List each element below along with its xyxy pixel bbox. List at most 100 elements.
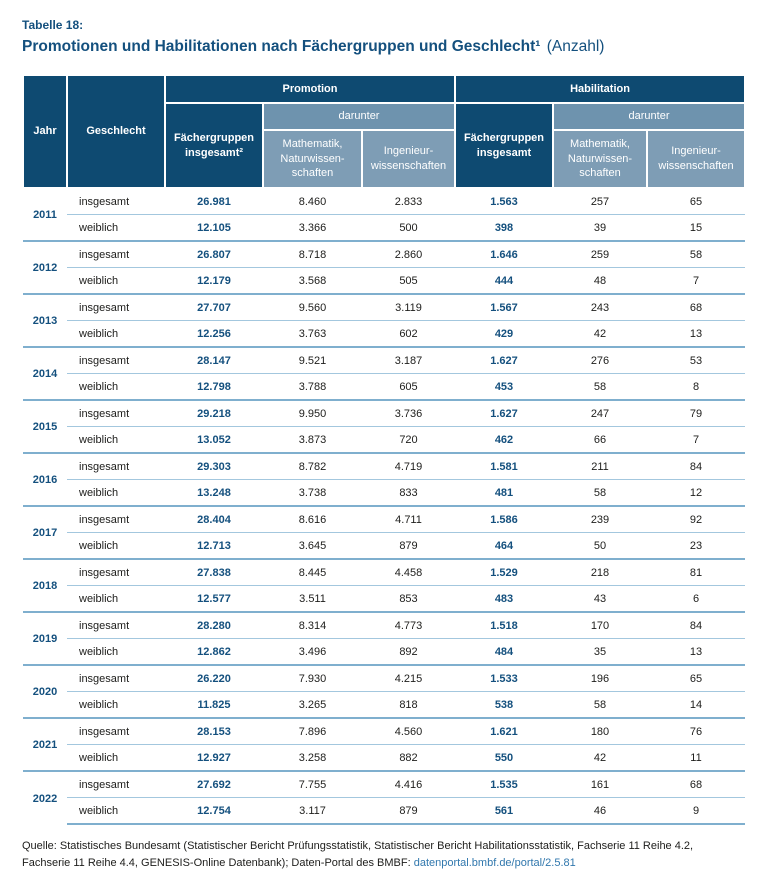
value-cell: 13 xyxy=(647,320,746,347)
table-row-2013-weiblich: weiblich 12.256 3.763 602 429 42 13 xyxy=(23,320,746,347)
value-cell: 26.220 xyxy=(165,664,263,692)
value-cell: 11.825 xyxy=(165,691,263,718)
geschlecht-cell: weiblich xyxy=(67,214,165,241)
value-cell: 3.645 xyxy=(263,532,362,559)
value-cell: 35 xyxy=(553,638,647,665)
value-cell: 1.529 xyxy=(455,558,553,586)
value-cell: 26.981 xyxy=(197,196,231,208)
value-cell: 8.782 xyxy=(263,452,362,480)
value-cell: 2.860 xyxy=(362,240,455,268)
geschlecht-cell: weiblich xyxy=(67,426,165,453)
col-header-promotion-darunter: darunter xyxy=(262,102,456,131)
value-cell: 11 xyxy=(647,744,746,771)
value-cell: 180 xyxy=(553,717,647,745)
geschlecht-cell: weiblich xyxy=(67,479,165,506)
value-cell: 8.314 xyxy=(263,611,362,639)
year-cell: 2018 xyxy=(23,558,67,612)
value-cell: 483 xyxy=(455,585,553,612)
col-header-promotion: Promotion xyxy=(164,74,456,104)
year-cell: 2013 xyxy=(23,293,67,347)
source-link[interactable]: datenportal.bmbf.de/portal/2.5.81 xyxy=(413,857,576,870)
table-row-2021-insgesamt: 2021 insgesamt 28.153 7.896 4.560 1.621 180 76 xyxy=(23,717,746,771)
value-cell: 4.719 xyxy=(362,452,455,480)
geschlecht-cell: insgesamt xyxy=(67,452,165,480)
table-row-2014-weiblich: weiblich 12.798 3.788 605 453 58 8 xyxy=(23,373,746,400)
col-header-habilitation-math-natsci: Mathematik, Naturwissen- schaften xyxy=(552,129,648,189)
value-cell: 23 xyxy=(647,532,746,559)
value-cell: 561 xyxy=(455,797,553,825)
table-row-2015-insgesamt: 2015 insgesamt 29.218 9.950 3.736 1.627 247 79 xyxy=(23,399,746,453)
value-cell: 3.568 xyxy=(263,267,362,294)
value-cell: 4.773 xyxy=(362,611,455,639)
col-header-habilitation-total: Fächergruppen insgesamt xyxy=(454,102,554,189)
value-cell: 13.052 xyxy=(165,426,263,453)
value-cell: 4.215 xyxy=(362,664,455,692)
value-cell: 3.265 xyxy=(263,691,362,718)
value-cell: 7.896 xyxy=(263,717,362,745)
value-cell: 161 xyxy=(553,770,647,798)
value-cell: 65 xyxy=(689,196,703,208)
table-row-2014-insgesamt: 2014 insgesamt 28.147 9.521 3.187 1.627 276 53 xyxy=(23,346,746,400)
value-cell: 3.763 xyxy=(263,320,362,347)
geschlecht-cell: insgesamt xyxy=(67,505,165,533)
value-cell: 8.445 xyxy=(263,558,362,586)
year-cell: 2021 xyxy=(23,717,67,771)
value-cell: 29.303 xyxy=(165,452,263,480)
geschlecht-cell: insgesamt xyxy=(67,293,165,321)
value-cell: 462 xyxy=(455,426,553,453)
value-cell: 79 xyxy=(647,399,746,427)
col-header-habilitation-engineering: Ingenieur- wissenschaften xyxy=(645,129,747,189)
col-header-jahr: Jahr xyxy=(22,74,68,189)
value-cell: 68 xyxy=(647,770,746,798)
value-cell: 3.187 xyxy=(362,346,455,374)
value-cell: 12.105 xyxy=(165,214,263,241)
value-cell: 1.646 xyxy=(455,240,553,268)
value-cell: 8 xyxy=(647,373,746,400)
value-cell: 500 xyxy=(362,214,455,241)
value-cell: 15 xyxy=(647,214,746,241)
value-cell: 50 xyxy=(553,532,647,559)
table-row-2012-weiblich: weiblich 12.179 3.568 505 444 48 7 xyxy=(23,267,746,294)
geschlecht-cell: weiblich xyxy=(67,691,165,718)
value-cell: 58 xyxy=(553,479,647,506)
value-cell: 259 xyxy=(553,240,647,268)
value-cell: 12.713 xyxy=(165,532,263,559)
table-row-2019-weiblich: weiblich 12.862 3.496 892 484 35 13 xyxy=(23,638,746,665)
value-cell: 879 xyxy=(362,797,455,825)
year-cell: 2014 xyxy=(23,346,67,400)
value-cell: 9.521 xyxy=(263,346,362,374)
year-cell: 2016 xyxy=(23,452,67,506)
page-title-main: Promotionen und Habilitationen nach Fäch… xyxy=(22,38,541,55)
value-cell: 9.950 xyxy=(263,399,362,427)
table-number-label: Tabelle 18: xyxy=(22,18,84,32)
value-cell: 481 xyxy=(455,479,553,506)
value-cell: 605 xyxy=(362,373,455,400)
value-cell: 1.567 xyxy=(455,293,553,321)
year-cell: 2022 xyxy=(23,770,67,824)
statistics-table: Jahr Geschlecht Promotion Habilitation F… xyxy=(22,74,747,825)
table-row-2018-insgesamt: 2018 insgesamt 27.838 8.445 4.458 1.529 218 81 xyxy=(23,558,746,612)
value-cell: 196 xyxy=(553,664,647,692)
value-cell: 1.533 xyxy=(455,664,553,692)
geschlecht-cell: weiblich xyxy=(67,267,165,294)
geschlecht-cell: insgesamt xyxy=(67,558,165,586)
geschlecht-cell: insgesamt xyxy=(67,717,165,745)
value-cell: 27.692 xyxy=(165,770,263,798)
col-header-habilitation-darunter: darunter xyxy=(551,102,747,131)
table-row-2016-insgesamt: 2016 insgesamt 29.303 8.782 4.719 1.581 211 84 xyxy=(23,452,746,506)
col-header-geschlecht: Geschlecht xyxy=(66,74,166,189)
value-cell: 92 xyxy=(647,505,746,533)
value-cell: 3.511 xyxy=(263,585,362,612)
value-cell: 4.458 xyxy=(362,558,455,586)
value-cell: 1.563 xyxy=(490,196,518,208)
value-cell: 9 xyxy=(647,797,746,825)
table-row-2017-weiblich: weiblich 12.713 3.645 879 464 50 23 xyxy=(23,532,746,559)
value-cell: 1.586 xyxy=(455,505,553,533)
value-cell: 12.798 xyxy=(165,373,263,400)
geschlecht-cell: weiblich xyxy=(67,585,165,612)
value-cell: 6 xyxy=(647,585,746,612)
value-cell: 2.833 xyxy=(394,196,423,208)
geschlecht-cell: weiblich xyxy=(67,532,165,559)
value-cell: 3.258 xyxy=(263,744,362,771)
